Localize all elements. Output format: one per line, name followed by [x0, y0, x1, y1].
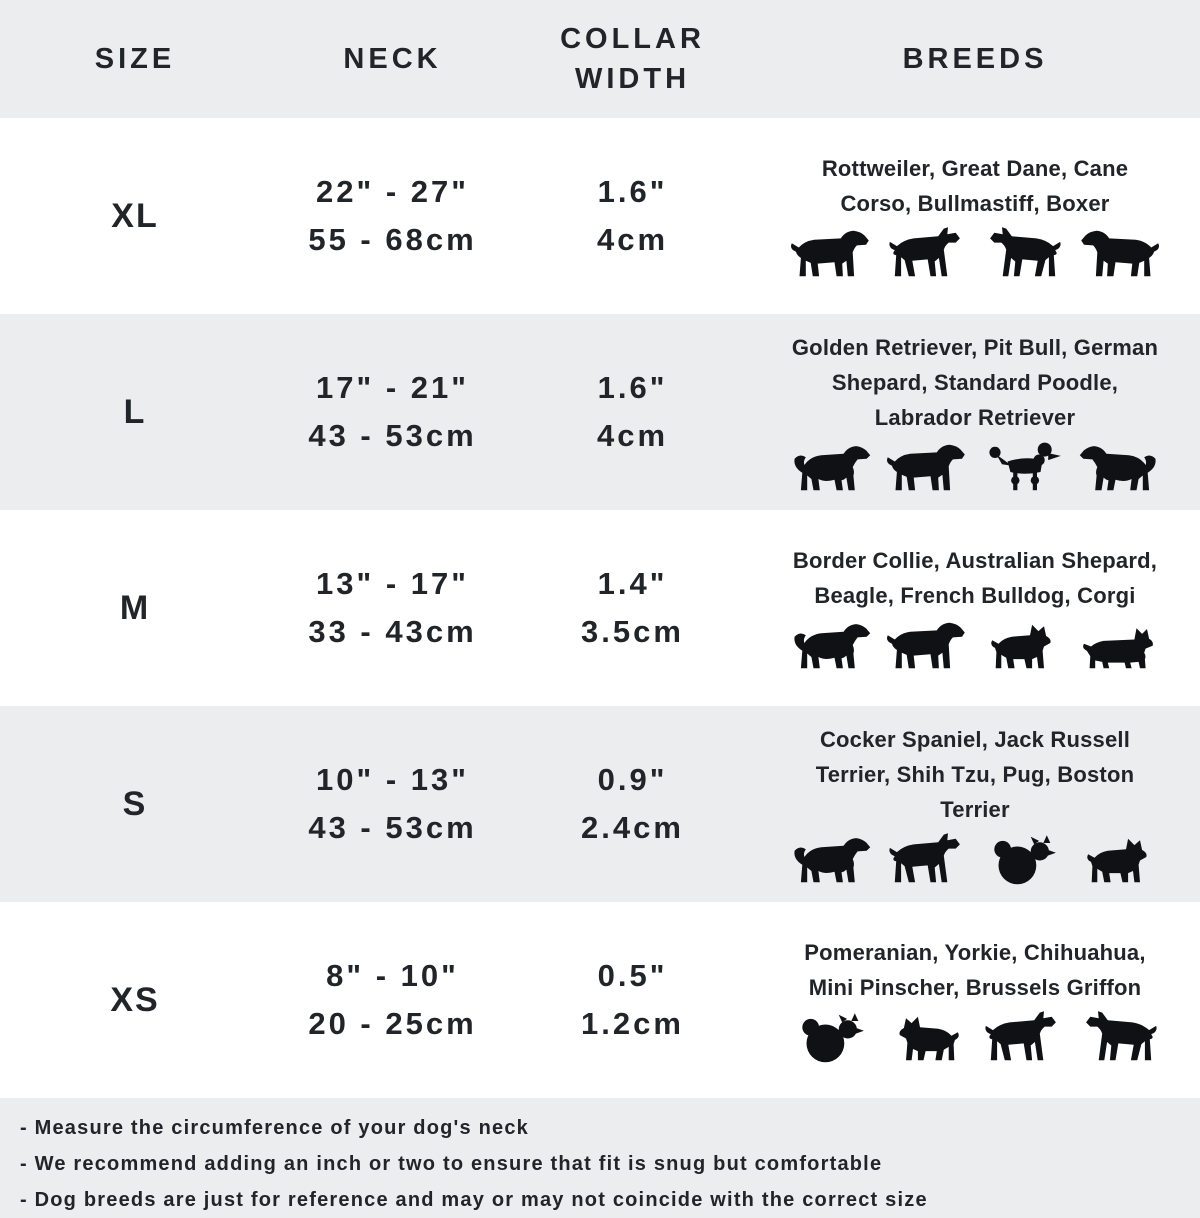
- table-row-s: S 10" - 13" 43 - 53cm 0.9" 2.4cm Cocker …: [0, 706, 1200, 902]
- breed-icons: [789, 226, 1161, 283]
- border-collie-icon: [789, 618, 873, 675]
- neck-inches: 22" - 27": [316, 174, 469, 209]
- neck-inches: 8" - 10": [326, 958, 459, 993]
- neck-inches: 17" - 21": [316, 370, 469, 405]
- bullmastiff-icon: [1077, 226, 1161, 283]
- table-row-m: M 13" - 17" 33 - 43cm 1.4" 3.5cm Border …: [0, 510, 1200, 706]
- yorkie-icon: [885, 1010, 969, 1067]
- collar-width-inches: 1.6": [597, 174, 668, 209]
- table-row-xl: XL 22" - 27" 55 - 68cm 1.6" 4cm Rottweil…: [0, 118, 1200, 314]
- collar-width-cm: 1.2cm: [581, 1006, 684, 1041]
- header-breeds: BREEDS: [902, 43, 1048, 75]
- table-header-row: SIZE NECK COLLAR WIDTH BREEDS: [0, 0, 1200, 118]
- breed-list: Rottweiler, Great Dane, Cane Corso, Bull…: [821, 156, 1129, 216]
- golden-retriever-icon: [789, 440, 873, 497]
- beagle-icon: [885, 618, 969, 675]
- french-bulldog-icon: [981, 618, 1065, 675]
- breed-icons: [789, 1010, 1161, 1067]
- breed-list: Pomeranian, Yorkie, Chihuahua, Mini Pins…: [804, 940, 1146, 1000]
- collar-width-inches: 0.9": [597, 762, 668, 797]
- note-recommend: - We recommend adding an inch or two to …: [20, 1153, 883, 1175]
- breed-list: Cocker Spaniel, Jack Russell Terrier, Sh…: [815, 726, 1135, 822]
- neck-cm: 55 - 68cm: [308, 222, 477, 257]
- neck-cm: 43 - 53cm: [308, 810, 477, 845]
- collar-width-cm: 3.5cm: [581, 614, 684, 649]
- collar-width-inches: 1.6": [597, 370, 668, 405]
- neck-cm: 33 - 43cm: [308, 614, 477, 649]
- collar-width-cm: 4cm: [596, 418, 669, 453]
- labrador-retriever-icon: [885, 440, 969, 497]
- chihuahua-icon: [981, 1010, 1065, 1067]
- table-row-l: L 17" - 21" 43 - 53cm 1.6" 4cm Golden Re…: [0, 314, 1200, 510]
- table-row-xs: XS 8" - 10" 20 - 25cm 0.5" 1.2cm Pomeran…: [0, 902, 1200, 1098]
- breed-list: Border Collie, Australian Shepard, Beagl…: [792, 548, 1158, 608]
- collar-width-inches: 0.5": [597, 958, 668, 993]
- header-size: SIZE: [94, 43, 176, 75]
- collar-width-cm: 2.4cm: [581, 810, 684, 845]
- great-dane-icon: [885, 226, 969, 283]
- neck-cm: 20 - 25cm: [308, 1006, 477, 1041]
- footer-notes: - Measure the circumference of your dog'…: [0, 1098, 1200, 1218]
- neck-cm: 43 - 53cm: [308, 418, 477, 453]
- size-value: XL: [111, 196, 159, 235]
- corgi-icon: [1077, 618, 1161, 675]
- header-neck: NECK: [343, 43, 442, 75]
- breed-icons: [789, 832, 1161, 889]
- size-value: M: [119, 588, 151, 627]
- breed-list: Golden Retriever, Pit Bull, German Shepa…: [791, 334, 1159, 430]
- cane-corso-icon: [981, 226, 1065, 283]
- size-value: L: [123, 392, 147, 431]
- shih-tzu-icon: [981, 832, 1065, 889]
- breed-icons: [789, 618, 1161, 675]
- size-value: XS: [110, 980, 160, 1019]
- neck-inches: 13" - 17": [316, 566, 469, 601]
- cocker-spaniel-icon: [789, 832, 873, 889]
- min-pinscher-icon: [1077, 1010, 1161, 1067]
- standard-poodle-icon: [981, 440, 1065, 497]
- breed-icons: [789, 440, 1161, 497]
- note-measure: - Measure the circumference of your dog'…: [20, 1117, 529, 1139]
- jack-russell-terrier-icon: [885, 832, 969, 889]
- rottweiler-icon: [789, 226, 873, 283]
- header-collar-width: COLLAR WIDTH: [560, 23, 705, 95]
- pomeranian-icon: [789, 1010, 873, 1067]
- neck-inches: 10" - 13": [316, 762, 469, 797]
- german-shepherd-icon: [1077, 440, 1161, 497]
- size-value: S: [122, 784, 148, 823]
- collar-width-cm: 4cm: [596, 222, 669, 257]
- pug-icon: [1077, 832, 1161, 889]
- collar-width-inches: 1.4": [597, 566, 668, 601]
- note-reference: - Dog breeds are just for reference and …: [20, 1189, 928, 1211]
